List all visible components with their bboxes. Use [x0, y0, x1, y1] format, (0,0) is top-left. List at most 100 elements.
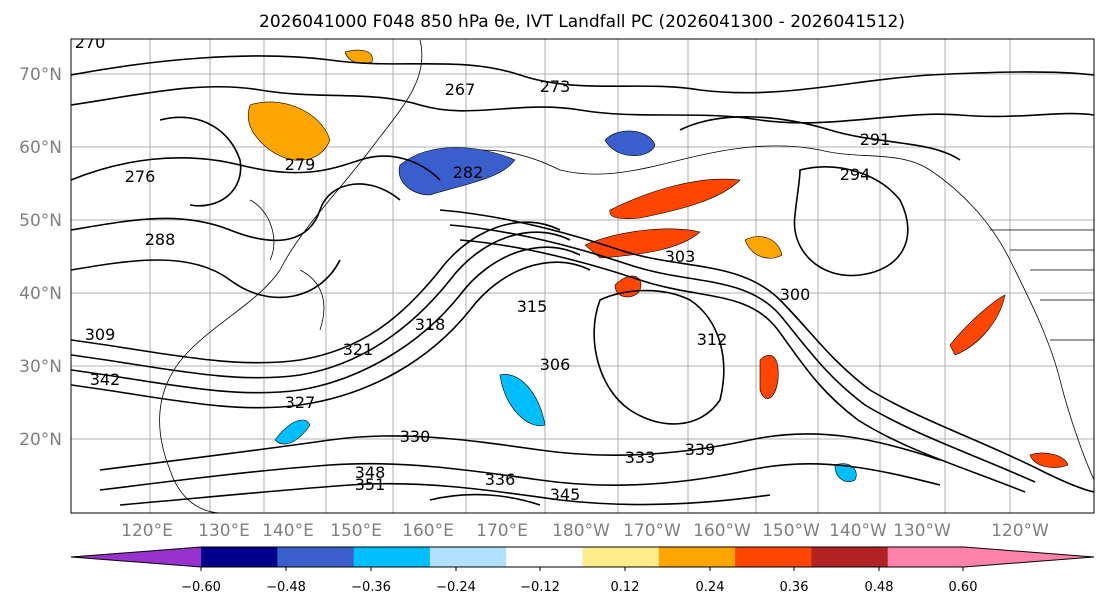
contour-label: 300 — [780, 285, 811, 304]
lat-label: 40°N — [19, 284, 62, 304]
contour-line — [99, 462, 941, 491]
lat-label: 30°N — [19, 357, 62, 377]
contour-label: 282 — [453, 163, 484, 182]
map-frame — [70, 38, 1095, 514]
lat-label: 70°N — [19, 65, 62, 85]
shade-red-coast — [949, 294, 1006, 356]
colorbar-tick-label: 0.12 — [611, 580, 640, 595]
lon-label: 160°E — [402, 521, 454, 541]
colorbar-extend-min — [71, 547, 201, 567]
lon-label: 140°W — [829, 521, 887, 541]
shade-orange-okhotsk — [247, 101, 331, 161]
contour-line — [71, 259, 341, 299]
contour-label: 276 — [125, 167, 156, 186]
contour-label: 288 — [145, 230, 176, 249]
contour-label: 351 — [355, 475, 386, 494]
contour-label: 312 — [697, 330, 728, 349]
contour-line — [71, 246, 581, 394]
contour-line — [71, 85, 1094, 124]
shade-cyan-west — [274, 419, 311, 445]
lat-label: 20°N — [19, 430, 62, 450]
colorbar-tick-label: −0.24 — [436, 580, 476, 595]
contour-line — [99, 433, 941, 471]
contour-label: 318 — [415, 315, 446, 334]
shade-blue-kamchatka — [398, 147, 516, 196]
shade-cyan-central — [499, 374, 546, 427]
contour-line — [449, 224, 1036, 483]
colorbar-tick-label: −0.36 — [351, 580, 391, 595]
contour-line — [159, 116, 242, 207]
colorbar-tick-label: 0.48 — [865, 580, 894, 595]
ivt-shading — [247, 49, 1069, 482]
shade-red-southeast — [1029, 452, 1069, 468]
shade-red-mid — [584, 228, 701, 259]
contour-label: 270 — [75, 33, 106, 52]
contour-label: 327 — [285, 393, 316, 412]
shade-orange-north — [344, 49, 373, 64]
colorbar-segment — [811, 547, 889, 567]
lon-label: 140°E — [262, 521, 314, 541]
map-panel: 270 267 273 279 276 288 282 291 294 303 300 315 318 3… — [70, 33, 1095, 514]
contour-label: 267 — [445, 80, 476, 99]
colorbar-ticks: −0.60 −0.48 −0.36 −0.24 −0.12 0.12 0.24 0.36 0.4… — [181, 567, 977, 595]
colorbar-segment — [353, 547, 431, 567]
lat-label: 50°N — [19, 211, 62, 231]
contour-label: 309 — [85, 325, 116, 344]
colorbar-segment — [582, 547, 660, 567]
lon-label: 120°E — [121, 521, 173, 541]
contour-label: 303 — [665, 247, 696, 266]
contour-label: 273 — [540, 77, 571, 96]
colorbar-tick-label: −0.48 — [266, 580, 306, 595]
lon-label: 180°W — [552, 521, 610, 541]
colorbar-segment — [506, 547, 583, 567]
shade-red-gulf — [609, 178, 741, 220]
lon-label: 170°W — [623, 521, 681, 541]
colorbar-tick-label: 0.60 — [949, 580, 978, 595]
contour-label: 279 — [285, 155, 316, 174]
contour-label: 333 — [625, 448, 656, 467]
contour-labels: 270 267 273 279 276 288 282 291 294 303 300 315 318 3… — [75, 33, 891, 504]
colorbar — [70, 546, 1095, 568]
shade-red-south — [759, 355, 779, 399]
contour-label: 330 — [400, 427, 431, 446]
colorbar-tick-label: −0.60 — [181, 580, 221, 595]
colorbar-segment — [658, 547, 736, 567]
colorbar-segment — [277, 547, 355, 567]
contour-label: 342 — [90, 370, 121, 389]
shade-blue-bering — [604, 130, 656, 156]
contour-line — [439, 209, 1094, 493]
figure-title: 2026041000 F048 850 hPa θe, IVT Landfall… — [259, 12, 905, 32]
lon-label: 130°E — [198, 521, 250, 541]
contour-label: 336 — [485, 470, 516, 489]
contour-line — [71, 55, 1094, 94]
contour-label: 306 — [540, 355, 571, 374]
contour-label: 294 — [840, 165, 871, 184]
colorbar-segment — [429, 547, 507, 567]
lon-label: 160°W — [693, 521, 751, 541]
lon-label: 130°W — [893, 521, 951, 541]
lat-label: 60°N — [19, 138, 62, 158]
colorbar-tick-label: 0.36 — [780, 580, 809, 595]
lon-label: 150°W — [762, 521, 820, 541]
shade-cyan-south — [834, 463, 857, 482]
lon-label: 120°W — [991, 521, 1049, 541]
theta-e-contours — [71, 55, 1094, 506]
colorbar-segment — [201, 547, 278, 567]
contour-label: 339 — [685, 440, 716, 459]
lon-label: 150°E — [330, 521, 382, 541]
contour-label: 315 — [517, 297, 548, 316]
contour-line — [71, 183, 401, 242]
contour-line — [593, 289, 725, 425]
contour-label: 345 — [550, 485, 581, 504]
contour-line — [71, 155, 441, 181]
latitude-labels: 70°N 60°N 50°N 40°N 30°N 20°N — [19, 65, 62, 450]
colorbar-tick-label: −0.12 — [520, 580, 560, 595]
contour-line — [429, 493, 541, 506]
contour-line — [459, 239, 1026, 493]
contour-line — [793, 166, 909, 277]
shade-orange-294 — [744, 236, 783, 259]
contour-line — [71, 231, 571, 379]
colorbar-segment — [887, 547, 965, 567]
colorbar-tick-label: 0.24 — [696, 580, 725, 595]
